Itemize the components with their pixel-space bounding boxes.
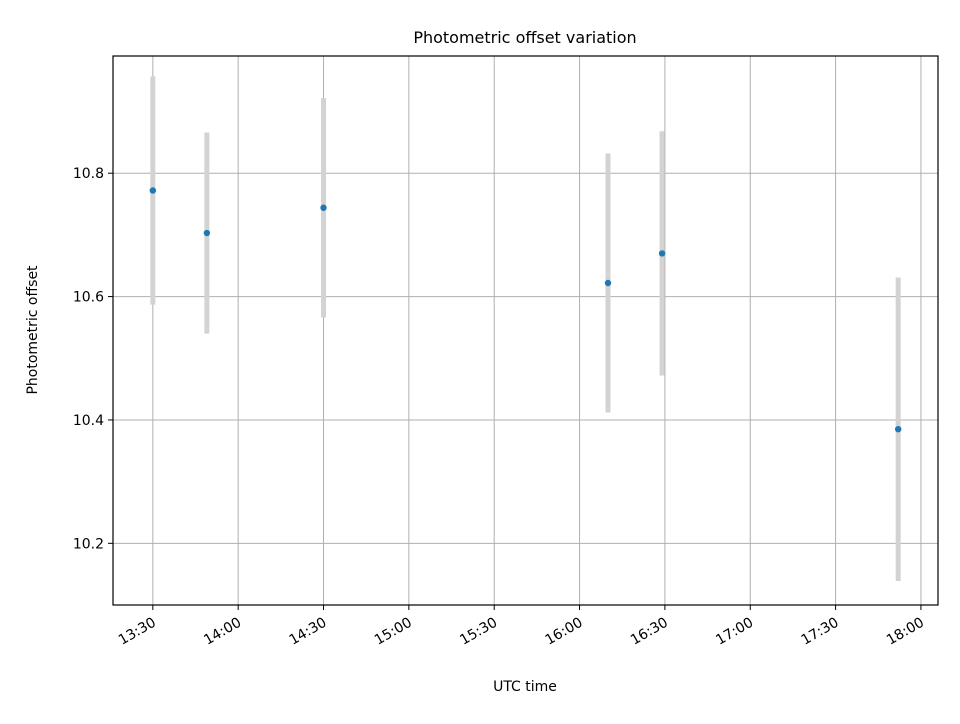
data-point [203,229,211,237]
plot-frame [112,55,939,606]
x-tick-label: 18:00 [884,615,927,649]
data-points [149,187,902,433]
y-tick-label: 10.4 [73,413,104,429]
y-axis-label: Photometric offset [25,265,41,395]
x-tick-label: 17:00 [713,615,756,649]
x-tick-label: 14:00 [201,615,244,649]
y-tick-label: 10.8 [73,166,104,182]
x-tick-label: 16:00 [543,615,586,649]
x-tick-label: 17:30 [799,615,842,649]
x-tick-label: 15:00 [372,615,415,649]
chart-title: Photometric offset variation [413,28,636,47]
data-point [604,279,612,287]
data-point [658,250,666,257]
x-axis-ticks: 13:30 14:00 14:30 15:00 15:30 16:00 16:30 17:00… [116,605,927,649]
data-point [320,204,327,211]
x-tick-label: 15:30 [457,615,500,649]
data-point [894,425,902,433]
y-axis-ticks: 10.2 10.4 10.6 10.8 [73,166,113,552]
y-tick-label: 10.2 [73,536,104,552]
x-tick-label: 14:30 [287,615,330,649]
x-tick-label: 16:30 [628,615,671,649]
grid [113,56,938,605]
data-point [149,187,157,194]
x-tick-label: 13:30 [116,615,159,649]
x-axis-label: UTC time [493,679,557,695]
errorbars [150,76,901,581]
y-tick-label: 10.6 [73,290,104,306]
